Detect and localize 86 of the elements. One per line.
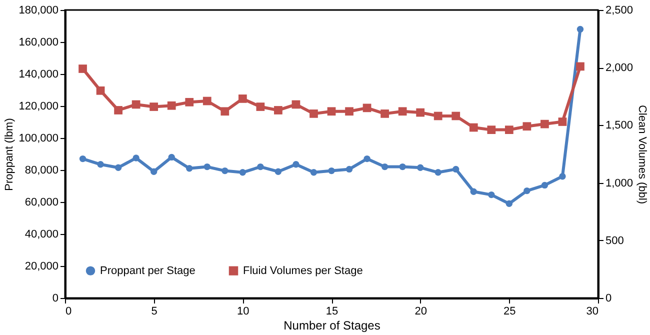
point bbox=[364, 155, 370, 162]
point bbox=[310, 109, 318, 118]
y-tick-label: 60,000 bbox=[24, 196, 58, 208]
point bbox=[399, 163, 406, 170]
x-axis-title: Number of Stages bbox=[284, 318, 380, 332]
x-tick-label: 15 bbox=[326, 306, 338, 318]
point bbox=[310, 169, 318, 176]
point bbox=[97, 161, 104, 168]
point bbox=[488, 191, 495, 198]
point bbox=[487, 126, 496, 134]
point bbox=[469, 123, 478, 132]
y2-tick-label: 2,500 bbox=[606, 4, 634, 16]
legend-label: Fluid Volumes per Stage bbox=[243, 264, 363, 277]
point bbox=[114, 106, 122, 114]
point bbox=[506, 200, 513, 207]
y2-tick-label: 1,500 bbox=[606, 120, 634, 132]
point bbox=[168, 154, 175, 161]
point bbox=[381, 163, 388, 170]
y2-tick-label: 500 bbox=[606, 234, 624, 247]
point bbox=[185, 98, 194, 106]
point bbox=[222, 167, 228, 174]
point bbox=[292, 100, 300, 109]
point bbox=[150, 168, 158, 175]
x-tick-label: 25 bbox=[504, 306, 516, 318]
point bbox=[132, 100, 140, 109]
point bbox=[434, 169, 442, 176]
point bbox=[96, 86, 105, 95]
point bbox=[79, 155, 86, 162]
y-tick-label: 160,000 bbox=[18, 36, 58, 48]
point bbox=[470, 188, 477, 195]
point bbox=[559, 173, 566, 180]
point bbox=[239, 169, 246, 176]
point bbox=[541, 182, 548, 189]
point bbox=[328, 167, 335, 174]
point bbox=[186, 165, 193, 172]
point bbox=[576, 26, 584, 33]
y2-tick-label: 2,000 bbox=[606, 62, 634, 74]
point bbox=[540, 120, 549, 128]
point bbox=[558, 118, 567, 126]
y-tick-label: 120,000 bbox=[18, 100, 58, 112]
x-tick-label: 20 bbox=[414, 306, 427, 318]
point bbox=[78, 64, 87, 73]
y-axis-title: Proppant (lbm) bbox=[4, 118, 16, 191]
x-tick-label: 0 bbox=[66, 306, 72, 318]
point bbox=[576, 62, 584, 71]
x-tick-label: 10 bbox=[237, 306, 250, 318]
point bbox=[522, 122, 532, 131]
point bbox=[202, 96, 212, 106]
y2-tick-label: 1,000 bbox=[606, 177, 634, 190]
point bbox=[150, 102, 158, 111]
point bbox=[362, 104, 372, 112]
point bbox=[167, 101, 176, 110]
point bbox=[274, 168, 282, 175]
point bbox=[416, 164, 424, 171]
x-tick-label: 5 bbox=[151, 306, 158, 318]
point bbox=[434, 112, 442, 120]
point bbox=[452, 166, 460, 173]
point bbox=[132, 154, 140, 162]
y-tick-label: 100,000 bbox=[18, 132, 58, 144]
point bbox=[380, 109, 389, 118]
point bbox=[114, 164, 122, 171]
point bbox=[274, 106, 282, 114]
point bbox=[257, 163, 264, 170]
point bbox=[327, 107, 336, 116]
y-tick-label: 80,000 bbox=[24, 164, 58, 176]
y-tick-label: 0 bbox=[52, 292, 58, 304]
point bbox=[504, 126, 514, 134]
y-tick-label: 140,000 bbox=[18, 68, 58, 80]
x-tick-label: 30 bbox=[586, 306, 598, 318]
point bbox=[220, 107, 230, 116]
legend-label: Proppant per Stage bbox=[100, 264, 196, 277]
point bbox=[416, 108, 425, 117]
point bbox=[346, 166, 353, 173]
y-tick-label: 180,000 bbox=[18, 4, 58, 16]
point bbox=[452, 112, 460, 120]
point bbox=[398, 107, 407, 116]
point bbox=[256, 102, 265, 111]
point bbox=[345, 107, 354, 116]
y2-tick-label: 0 bbox=[606, 292, 612, 304]
y2-axis-title: Clean Volumes (bbl) bbox=[636, 104, 648, 204]
point bbox=[524, 187, 530, 194]
y-tick-label: 40,000 bbox=[24, 228, 58, 240]
point bbox=[292, 161, 300, 168]
point bbox=[238, 94, 247, 103]
y-tick-label: 20,000 bbox=[24, 260, 58, 272]
point bbox=[204, 163, 210, 170]
